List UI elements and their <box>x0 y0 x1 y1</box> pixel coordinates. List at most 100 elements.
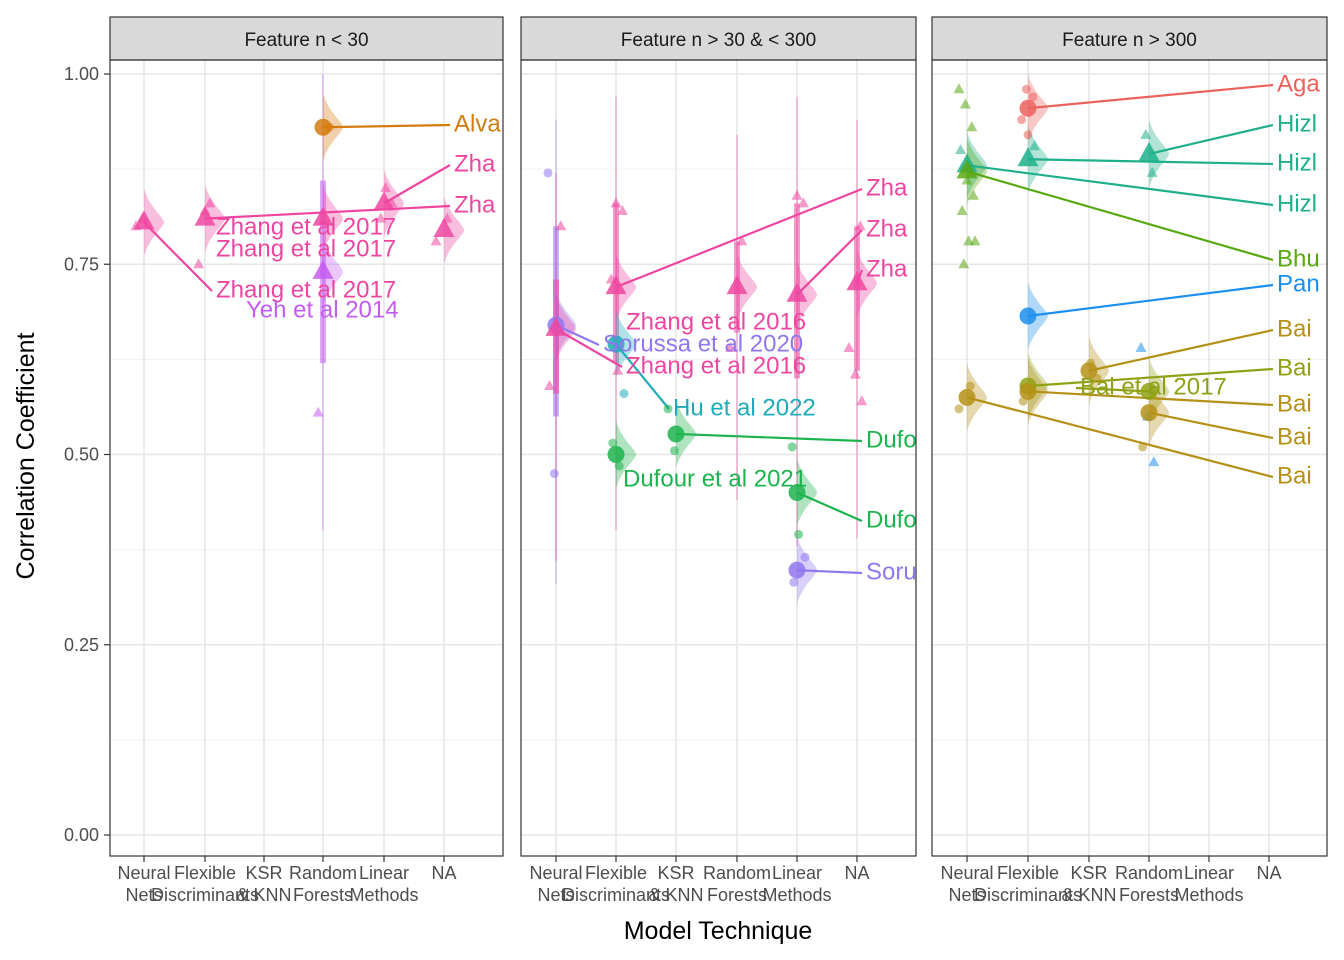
panel-0-title: Feature n < 30 <box>244 30 368 51</box>
raw-point <box>961 174 973 185</box>
label-leader-line <box>966 170 1274 262</box>
raw-point <box>1028 92 1038 102</box>
raw-point <box>955 144 967 155</box>
density-violin <box>857 249 877 318</box>
study-label: Hizl <box>1277 149 1317 176</box>
summary-point <box>1019 99 1037 117</box>
raw-point <box>800 552 810 562</box>
x-tick-label: NA <box>844 863 869 883</box>
summary-point <box>545 316 567 336</box>
label-leader-line <box>1027 158 1274 166</box>
label-leader-line <box>204 204 451 220</box>
raw-point <box>193 258 205 269</box>
label-leader-line <box>1027 283 1274 318</box>
raw-point <box>789 577 799 587</box>
x-tick-label: Neural Nets <box>529 863 582 905</box>
x-tick-label: Neural Nets <box>117 863 170 905</box>
raw-point <box>849 368 861 379</box>
raw-point <box>959 98 971 109</box>
raw-point <box>965 381 975 391</box>
raw-point <box>969 235 981 246</box>
panel-1: Feature n > 30 & < 300 Zha Zha Zha Zhang et… <box>520 16 917 857</box>
raw-point <box>555 220 567 231</box>
study-label: Zhang et al 2017 <box>216 235 396 262</box>
density-violin <box>1028 281 1048 350</box>
study-label: Zhang et al 2016 <box>626 352 806 379</box>
label-leader-line <box>966 396 1274 479</box>
y-axis-title: Correlation Coefficient <box>12 333 40 580</box>
raw-point <box>856 395 868 406</box>
study-label: Zha <box>866 255 908 282</box>
summary-point <box>1019 382 1037 400</box>
y-tick-label: 0.75 <box>64 254 99 274</box>
study-label: Bai <box>1277 462 1312 489</box>
panel-1-strip: Feature n > 30 & < 300 <box>520 16 917 61</box>
raw-point <box>669 446 679 456</box>
panel-1-title: Feature n > 30 & < 300 <box>621 30 816 51</box>
raw-point <box>544 380 556 391</box>
raw-point <box>725 341 737 352</box>
raw-point <box>1138 442 1148 452</box>
x-tick-label: KSR & KNN <box>1061 863 1116 905</box>
x-tick-label: Random Forests <box>703 863 771 905</box>
summary-point <box>605 275 627 295</box>
raw-point <box>1135 341 1147 352</box>
study-label: Zha <box>454 191 496 218</box>
label-leader-line <box>1075 386 1150 393</box>
raw-point <box>1021 84 1031 94</box>
panel-2-plot-area <box>932 60 1327 856</box>
density-violin <box>556 291 576 360</box>
study-label: Sorussa et al 2020 <box>603 330 803 357</box>
raw-point <box>954 404 964 414</box>
label-leader-line <box>143 221 213 292</box>
study-label: Dufour et al 2021 <box>623 465 807 492</box>
summary-point <box>314 118 332 136</box>
label-leader-line <box>1148 123 1274 155</box>
summary-point <box>726 275 748 295</box>
raw-point <box>797 197 809 208</box>
panel-0: Feature n < 30 Alva Zha Zha Zhang et al 201… <box>109 16 504 857</box>
study-label: Zhang et al 2016 <box>626 308 806 335</box>
density-violin <box>323 237 343 306</box>
x-tick-label: Flexible Discriminants <box>974 863 1082 905</box>
label-leader-line <box>796 491 863 523</box>
summary-point <box>607 335 625 353</box>
label-leader-line <box>555 327 623 368</box>
x-tick-label: Linear Methods <box>762 863 831 905</box>
raw-point <box>549 469 559 479</box>
raw-point <box>1148 456 1160 467</box>
panel-2-strip: Feature n > 300 <box>931 16 1328 61</box>
raw-point <box>1146 166 1158 177</box>
study-label: Hizl <box>1277 190 1317 217</box>
raw-point <box>1140 128 1152 139</box>
label-leader-line <box>615 187 863 289</box>
raw-point <box>204 197 216 208</box>
study-label: Bai et al 2017 <box>1080 373 1227 400</box>
study-label: Bai <box>1277 390 1312 417</box>
density-violin <box>144 188 164 257</box>
density-violin <box>323 184 343 253</box>
raw-point <box>958 258 970 269</box>
summary-point <box>1017 147 1039 167</box>
density-violin <box>616 253 636 322</box>
raw-point <box>380 182 392 193</box>
density-violin <box>967 131 987 200</box>
summary-point <box>312 259 334 279</box>
study-label: Yeh et al 2014 <box>246 296 399 323</box>
y-axis: 0.00 0.25 0.50 0.75 1.00 <box>64 64 110 845</box>
label-leader-line <box>1148 411 1274 440</box>
raw-point <box>854 220 866 231</box>
raw-point <box>663 404 673 414</box>
study-label: Zha <box>866 174 908 201</box>
density-violin <box>737 253 757 322</box>
raw-point <box>1028 140 1040 151</box>
study-label: Zha <box>866 215 908 242</box>
x-tick-label: Linear Methods <box>349 863 418 905</box>
raw-point <box>1023 130 1033 140</box>
label-leader-line <box>1027 367 1274 388</box>
study-label: Alva <box>454 110 501 137</box>
summary-point <box>194 206 216 226</box>
density-violin <box>444 196 464 265</box>
